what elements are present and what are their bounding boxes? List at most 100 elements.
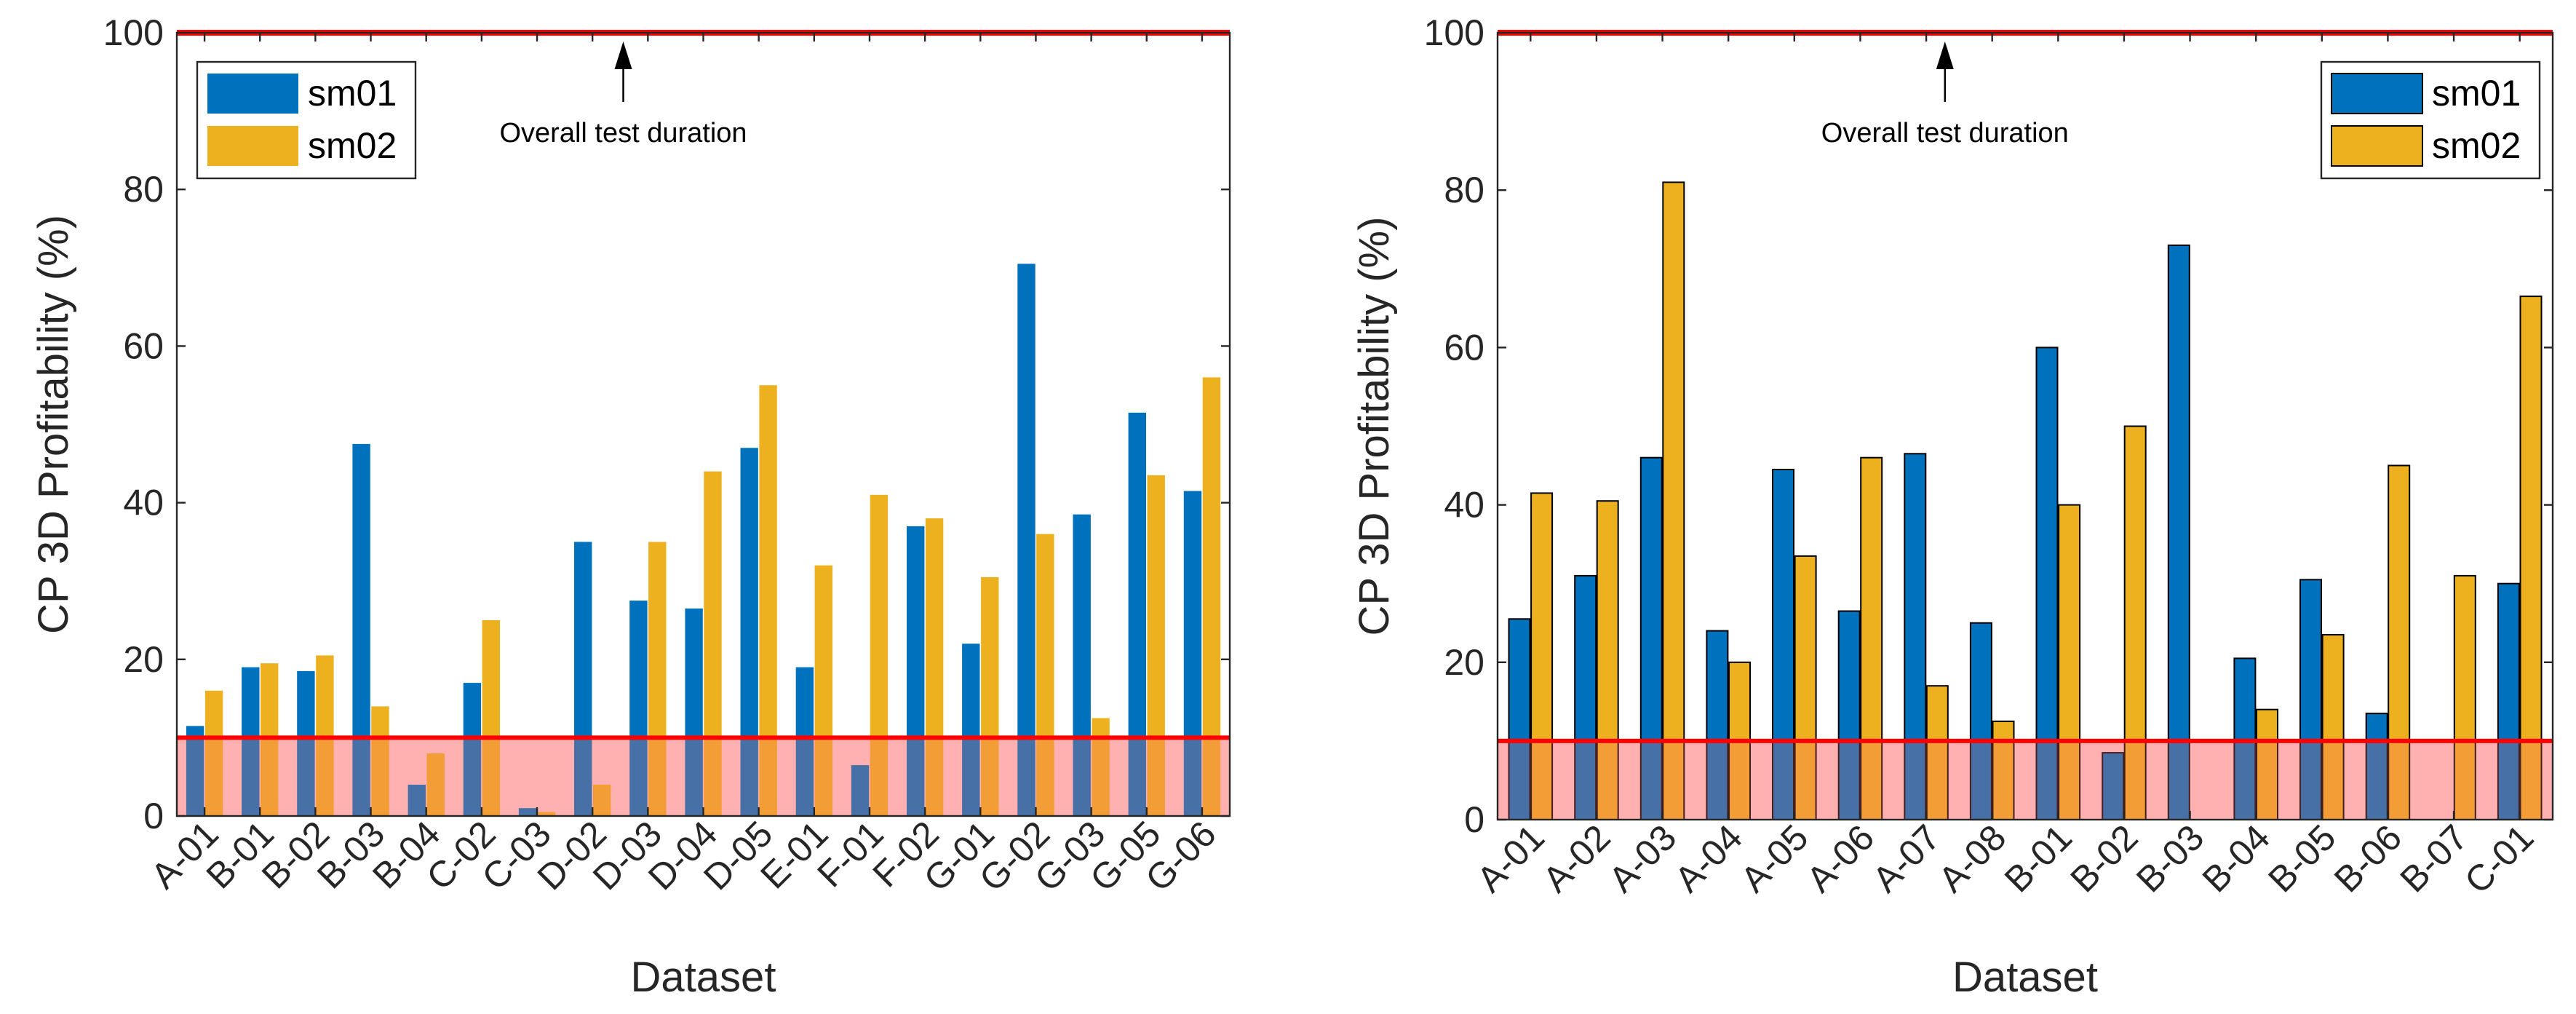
axes-frame	[1496, 31, 2554, 821]
x-tick-label: B-06	[2326, 817, 2409, 900]
bar-sm02-F-01	[870, 494, 889, 816]
threshold-region	[177, 737, 1230, 816]
y-tick-label: 80	[123, 169, 164, 210]
legend-swatch-sm02	[2331, 125, 2423, 167]
bar-sm02-B-04	[2256, 708, 2278, 821]
bar-sm02-C-02	[482, 620, 500, 816]
x-tick-label: C-01	[2457, 817, 2541, 901]
x-tick-label: A-05	[1733, 817, 1816, 900]
x-tick-label: B-04	[2195, 817, 2278, 900]
bar-sm01-F-01	[851, 765, 870, 816]
bar-sm01-B-05	[2299, 579, 2322, 820]
legend-label-sm01: sm01	[308, 73, 397, 114]
legend-swatch-sm02	[207, 126, 298, 166]
y-tick-label: 0	[143, 796, 164, 836]
bar-sm02-A-01	[204, 690, 223, 816]
bar-sm02-B-06	[2388, 464, 2411, 820]
bar-sm02-D-03	[648, 542, 667, 816]
annotation-text: Overall test duration	[1821, 118, 2069, 148]
bar-sm01-G-03	[1073, 514, 1091, 816]
bar-sm01-B-03	[2167, 244, 2190, 820]
bar-sm01-A-04	[1706, 630, 1729, 820]
bar-sm01-B-04	[408, 785, 426, 816]
bar-sm02-A-01	[1530, 492, 1554, 821]
bar-sm02-B-04	[426, 753, 445, 816]
y-tick-label: 20	[1444, 642, 1484, 683]
x-tick-label: A-03	[1601, 817, 1684, 900]
bar-sm01-B-01	[242, 667, 260, 816]
bar-sm01-G-05	[1128, 412, 1146, 816]
y-tick-label: 80	[1444, 170, 1484, 210]
x-axis-label: Dataset	[1952, 954, 2098, 1001]
bar-sm01-G-01	[962, 643, 980, 816]
bar-sm02-D-05	[759, 385, 777, 816]
chart-right: 020406080100A-01A-02A-03A-04A-05A-06A-07…	[1351, 12, 2554, 1001]
bar-sm01-B-03	[352, 443, 370, 816]
bar-sm01-A-06	[1837, 610, 1861, 820]
bar-sm02-G-05	[1147, 475, 1165, 816]
bar-sm02-G-03	[1092, 718, 1110, 816]
bar-sm01-A-01	[1508, 618, 1531, 820]
bar-sm02-F-02	[925, 518, 944, 816]
x-tick-label: A-06	[1799, 817, 1882, 900]
x-axis-label: Dataset	[631, 954, 776, 1001]
bar-sm01-A-02	[1574, 574, 1597, 821]
x-tick-label: A-08	[1931, 817, 2014, 900]
bar-sm02-D-02	[593, 785, 611, 816]
bar-sm01-A-01	[186, 726, 204, 816]
x-tick-label: A-04	[1667, 817, 1750, 900]
threshold-overlay	[177, 737, 1230, 816]
legend-label-sm02: sm02	[2432, 125, 2521, 166]
bar-sm01-D-05	[740, 448, 758, 816]
legend-label-sm01: sm01	[2432, 73, 2521, 114]
x-tick-label: A-07	[1865, 817, 1948, 900]
bar-sm02-A-06	[1860, 456, 1883, 820]
bar-sm02-C-01	[2519, 296, 2543, 821]
bar-sm02-A-07	[1925, 685, 1949, 821]
legend-swatch-sm01	[2331, 73, 2423, 114]
annotation-arrow-head	[614, 41, 632, 69]
x-tick-label: B-05	[2260, 817, 2343, 900]
bar-sm01-B-02	[297, 670, 315, 816]
bar-sm01-C-01	[2497, 582, 2520, 820]
bar-sm02-B-02	[2123, 425, 2147, 820]
y-tick-label: 40	[1444, 485, 1484, 526]
bar-sm01-C-03	[518, 808, 537, 816]
bar-sm02-D-04	[704, 471, 722, 816]
y-tick-label: 20	[123, 639, 164, 680]
bar-sm01-D-02	[574, 542, 592, 816]
bar-sm02-C-03	[537, 812, 556, 816]
legend-swatch-sm01	[207, 74, 298, 114]
bar-sm01-G-02	[1017, 264, 1035, 816]
y-tick-label: 40	[123, 483, 164, 523]
y-tick-label: 60	[123, 325, 164, 366]
y-tick-label: 0	[1464, 799, 1484, 840]
x-tick-label: B-03	[2128, 817, 2211, 900]
bar-sm01-D-03	[629, 601, 648, 816]
y-tick-label: 100	[1424, 12, 1484, 53]
bar-sm01-A-03	[1639, 456, 1663, 820]
legend-label-sm02: sm02	[308, 125, 397, 166]
bar-sm02-G-01	[981, 577, 999, 816]
chart-left: 020406080100A-01B-01B-02B-03B-04C-02C-03…	[30, 12, 1231, 1001]
y-tick-label: 60	[1444, 327, 1484, 368]
threshold-overlay	[1498, 740, 2553, 820]
x-tick-label: B-07	[2393, 817, 2476, 900]
bar-sm02-B-03	[371, 706, 389, 816]
bar-sm02-A-08	[1992, 720, 2015, 821]
x-tick-label: B-02	[2062, 817, 2145, 900]
y-axis-label: CP 3D Profitability (%)	[1351, 217, 1398, 636]
bar-sm01-E-01	[795, 667, 814, 816]
x-tick-label: B-01	[1997, 817, 2080, 900]
bar-sm02-A-02	[1596, 500, 1619, 820]
bar-sm02-G-02	[1036, 534, 1054, 816]
y-tick-label: 100	[103, 12, 164, 53]
bar-sm02-G-06	[1202, 377, 1221, 816]
y-axis-label: CP 3D Profitability (%)	[30, 215, 77, 634]
bar-sm02-E-01	[814, 565, 832, 816]
x-tick-label: A-02	[1535, 817, 1618, 900]
annotation-text: Overall test duration	[499, 118, 747, 148]
bar-sm01-F-02	[907, 526, 925, 816]
bar-sm01-G-06	[1183, 491, 1202, 816]
